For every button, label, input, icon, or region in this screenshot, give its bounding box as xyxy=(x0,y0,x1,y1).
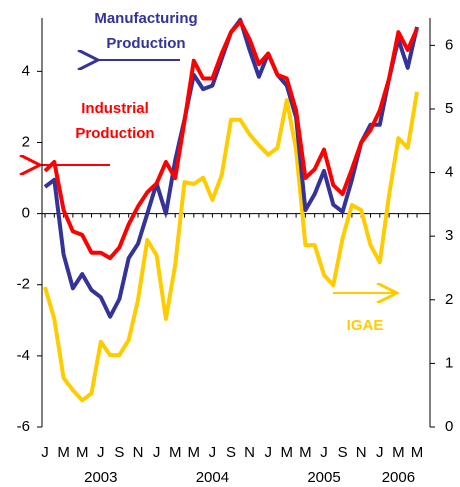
series-line xyxy=(43,17,419,319)
x-tick-label: J xyxy=(320,444,328,461)
y-tick-label: -2 xyxy=(17,276,30,293)
x-tick-label: M xyxy=(392,444,405,461)
x-tick-label: M xyxy=(411,444,424,461)
x-tick-label: M xyxy=(281,444,294,461)
series-line xyxy=(43,91,419,403)
x-tick-label: J xyxy=(153,444,161,461)
x-tick-label: M xyxy=(188,444,201,461)
y-tick-label: -6 xyxy=(17,418,30,435)
x-tick-label: M xyxy=(76,444,89,461)
annotation: Manufacturing Production xyxy=(94,10,198,52)
x-tick-label: J xyxy=(97,444,105,461)
x-tick-label: J xyxy=(209,444,217,461)
y2-tick-label: 0 xyxy=(445,418,453,435)
x-tick-label: N xyxy=(244,444,255,461)
x-tick-label: J xyxy=(264,444,272,461)
year-label: 2006 xyxy=(382,469,415,486)
y2-tick-label: 5 xyxy=(445,100,453,117)
x-tick-label: J xyxy=(376,444,384,461)
y2-tick-label: 2 xyxy=(445,291,453,308)
y-tick-label: -4 xyxy=(17,347,30,364)
annotation: IGAE xyxy=(346,317,384,334)
x-tick-label: M xyxy=(299,444,312,461)
annotation: Industrial Production xyxy=(75,100,155,142)
x-tick-label: S xyxy=(226,444,236,461)
y2-tick-label: 6 xyxy=(445,36,453,53)
x-tick-label: S xyxy=(338,444,348,461)
series-line xyxy=(43,19,419,261)
year-label: 2005 xyxy=(307,469,340,486)
x-tick-label: N xyxy=(356,444,367,461)
y-tick-label: 4 xyxy=(22,62,30,79)
x-tick-label: M xyxy=(169,444,182,461)
x-tick-label: N xyxy=(133,444,144,461)
year-label: 2004 xyxy=(196,469,229,486)
year-label: 2003 xyxy=(84,469,117,486)
y2-tick-label: 4 xyxy=(445,164,453,181)
x-tick-label: M xyxy=(57,444,70,461)
y-tick-label: 0 xyxy=(22,205,30,222)
x-tick-label: J xyxy=(41,444,49,461)
y2-tick-label: 3 xyxy=(445,227,453,244)
y2-tick-label: 1 xyxy=(445,354,453,371)
x-tick-label: S xyxy=(114,444,124,461)
y-tick-label: 2 xyxy=(22,133,30,150)
